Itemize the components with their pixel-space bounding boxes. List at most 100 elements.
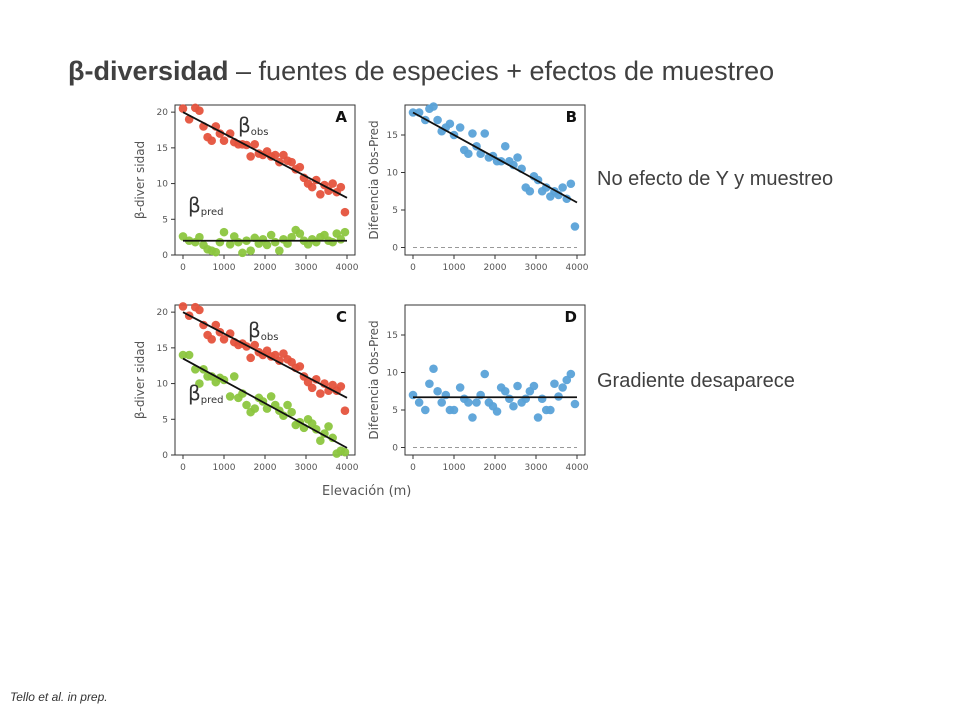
diff-point xyxy=(533,413,543,422)
obs-point xyxy=(178,104,188,113)
diff-point xyxy=(525,186,535,196)
diff-point xyxy=(429,364,438,374)
obs-point xyxy=(295,162,305,172)
obs-point xyxy=(219,334,229,344)
pred-point xyxy=(320,429,329,438)
pred-point xyxy=(234,237,243,247)
pred-point xyxy=(229,372,239,381)
obs-point xyxy=(195,305,204,315)
obs-point xyxy=(250,139,260,149)
note-top: No efecto de Y y muestreo xyxy=(597,168,834,190)
y-tick-label: 10 xyxy=(387,169,399,179)
diff-point xyxy=(500,141,510,151)
x-tick-label: 4000 xyxy=(336,263,359,273)
diff-fit-line xyxy=(412,111,578,204)
obs-point xyxy=(246,152,255,161)
pred-point xyxy=(195,232,204,242)
panel-b: B 0 5 10 15 0 1000 2000 3000 4000 Diferencia Obs-P… xyxy=(367,102,589,273)
pred-point xyxy=(215,237,225,247)
diff-point xyxy=(500,386,510,396)
panel-a: A 0 5 10 15 20 0 1000 2000 3000 4000 β-diver sidad β… xyxy=(133,103,359,273)
y-tick-label: 15 xyxy=(157,144,168,154)
diff-point xyxy=(521,394,531,404)
y-tick-label: 0 xyxy=(162,251,168,261)
x-tick-label: 4000 xyxy=(336,463,359,473)
pred-point xyxy=(219,227,229,237)
obs-point xyxy=(207,334,216,344)
diff-point xyxy=(529,381,539,391)
diff-point xyxy=(445,119,455,129)
diff-point xyxy=(425,379,434,389)
x-tick-label: 2000 xyxy=(254,263,277,273)
diff-point xyxy=(550,379,559,389)
diff-point xyxy=(472,398,481,407)
y-tick-label: 5 xyxy=(162,215,168,225)
x-tick-label: 0 xyxy=(180,263,186,273)
pred-point xyxy=(195,379,204,388)
diff-point xyxy=(414,398,424,407)
obs-point xyxy=(340,406,350,416)
y-axis-label: Diferencia Obs-Pred xyxy=(367,120,381,239)
pred-point xyxy=(270,237,280,247)
x-tick-label: 0 xyxy=(410,263,416,273)
pred-point xyxy=(340,447,350,457)
obs-point xyxy=(316,189,325,199)
pred-point xyxy=(178,232,188,241)
y-tick-label: 10 xyxy=(157,380,169,390)
y-tick-label: 10 xyxy=(157,180,169,190)
panel-letter: B xyxy=(566,108,577,126)
diff-point xyxy=(566,179,576,189)
diff-point xyxy=(558,183,567,192)
panel-c: C 0 5 10 15 20 0 1000 2000 3000 4000 β-diver sidad β… xyxy=(133,302,359,473)
obs-point xyxy=(287,157,296,167)
x-tick-label: 1000 xyxy=(213,263,236,273)
x-tick-label: 3000 xyxy=(295,263,318,273)
pred-point xyxy=(283,400,292,410)
y-tick-label: 20 xyxy=(157,108,169,118)
pred-point xyxy=(238,248,247,258)
panel-d: D 0 5 10 15 0 1000 2000 3000 4000 Diferencia Obs-P… xyxy=(367,304,589,473)
pred-series-label: βpred xyxy=(188,193,224,218)
diff-point xyxy=(468,413,477,422)
pred-point xyxy=(287,232,296,242)
obs-point xyxy=(207,136,216,146)
y-tick-label: 5 xyxy=(392,406,398,416)
pred-point xyxy=(225,392,235,401)
obs-point xyxy=(219,136,229,146)
y-tick-label: 0 xyxy=(162,451,168,461)
title-rest: – fuentes de especies + efectos de muest… xyxy=(228,56,775,86)
pred-fit-line xyxy=(182,357,348,449)
y-tick-label: 0 xyxy=(392,444,398,454)
x-tick-label: 4000 xyxy=(566,263,589,273)
diff-point xyxy=(566,369,576,379)
plot-frame xyxy=(404,304,586,456)
pred-point xyxy=(275,246,284,256)
pred-point xyxy=(242,400,251,410)
obs-point xyxy=(307,182,317,192)
pred-point xyxy=(324,422,333,431)
pred-point xyxy=(287,407,296,417)
pred-point xyxy=(250,404,260,413)
y-tick-label: 5 xyxy=(392,206,398,216)
y-tick-label: 15 xyxy=(387,131,398,141)
obs-point xyxy=(250,340,260,350)
diff-point xyxy=(480,129,490,138)
y-axis-label: Diferencia Obs-Pred xyxy=(367,320,381,439)
obs-point xyxy=(336,182,346,192)
diff-point xyxy=(509,401,518,411)
diff-point xyxy=(513,381,522,391)
diff-point xyxy=(449,405,459,415)
diff-point xyxy=(433,115,442,125)
diff-point xyxy=(464,149,473,159)
pred-point xyxy=(225,239,235,249)
diff-point xyxy=(437,398,446,407)
diff-point xyxy=(558,383,567,392)
diff-point xyxy=(455,383,465,392)
y-axis-label: β-diver sidad xyxy=(133,141,147,219)
plot-frame xyxy=(404,104,586,256)
diff-point xyxy=(455,123,465,132)
obs-point xyxy=(340,207,350,217)
y-tick-label: 10 xyxy=(387,369,399,379)
y-tick-label: 5 xyxy=(162,415,168,425)
y-tick-label: 0 xyxy=(392,244,398,254)
